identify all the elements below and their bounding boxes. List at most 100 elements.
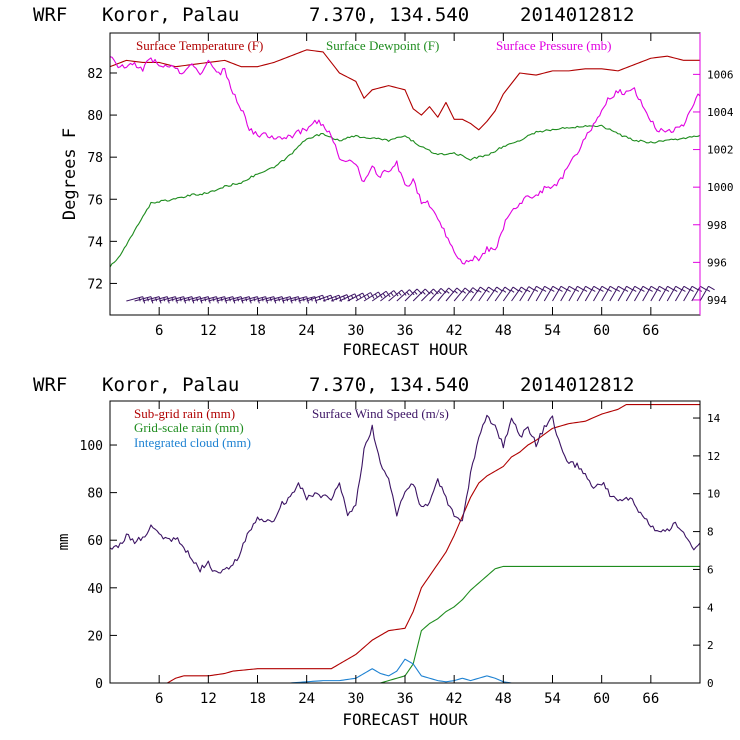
- x-tick-label: 36: [397, 691, 414, 707]
- wind-barb: [552, 285, 568, 302]
- y2-tick-label: 2: [707, 639, 714, 652]
- x-tick-label: 60: [593, 691, 610, 707]
- chart2-legend-wind: Surface Wind Speed (m/s): [312, 406, 449, 421]
- x-tick-label: 66: [642, 323, 659, 339]
- y-tick-label: 60: [87, 534, 103, 549]
- wind-barb: [584, 285, 601, 302]
- panel2-model: WRF: [33, 374, 67, 396]
- x-tick-label: 48: [495, 323, 512, 339]
- y2-tick-label: 996: [707, 256, 727, 269]
- wind-barb: [568, 285, 584, 302]
- x-tick-label: 6: [155, 323, 163, 339]
- x-tick-label: 18: [249, 691, 266, 707]
- wind-barb: [494, 286, 511, 302]
- y2-tick-label: 0: [707, 677, 714, 690]
- chart2-legend-cloud: Integrated cloud (mm): [134, 435, 251, 450]
- chart1-x-ticks: 6 12 18 24 30 36 42 48 54 60 66: [155, 33, 659, 339]
- wind-barb: [388, 289, 407, 302]
- wind-barb: [683, 285, 699, 302]
- series-line-grid-scale-rain: [110, 565, 700, 684]
- wind-barb: [478, 286, 495, 302]
- wind-barb: [601, 285, 617, 302]
- y-tick-label: 80: [87, 487, 103, 502]
- x-tick-label: 30: [347, 691, 364, 707]
- x-tick-label: 48: [495, 691, 512, 707]
- y2-tick-label: 994: [707, 294, 727, 307]
- wind-barb: [576, 285, 592, 302]
- chart2-ylabel: mm: [56, 534, 72, 551]
- chart1-legend-dew: Surface Dewpoint (F): [326, 38, 439, 53]
- panel2-run: 2014012812: [520, 374, 634, 396]
- y-tick-label: 76: [87, 193, 103, 208]
- y2-tick-label: 1002: [707, 144, 734, 157]
- panel1-location: Koror, Palau: [102, 4, 239, 26]
- x-tick-label: 30: [347, 323, 364, 339]
- panel2-coords: 7.370, 134.540: [309, 374, 469, 396]
- wind-barb: [625, 285, 642, 302]
- chart1-wind-barbs: [126, 285, 715, 304]
- x-tick-label: 42: [446, 323, 463, 339]
- panel2-location: Koror, Palau: [102, 374, 239, 396]
- series-line-surface-temperature: [109, 49, 700, 131]
- panel1-coords: 7.370, 134.540: [309, 4, 469, 26]
- wind-barb: [666, 285, 683, 302]
- chart2-x-ticks: 6 12 18 24 30 36 42 48 54 60 66: [155, 401, 659, 707]
- panel1-model: WRF: [33, 4, 67, 26]
- wind-barb: [593, 285, 609, 302]
- y2-tick-label: 4: [707, 601, 714, 614]
- wind-barb: [511, 286, 528, 302]
- y-tick-label: 82: [87, 67, 103, 82]
- x-tick-label: 66: [642, 691, 659, 707]
- x-tick-label: 12: [200, 691, 217, 707]
- x-tick-label: 42: [446, 691, 463, 707]
- y-tick-label: 0: [95, 677, 103, 692]
- x-tick-label: 24: [298, 323, 315, 339]
- chart1-legend-pres: Surface Pressure (mb): [496, 38, 612, 53]
- wind-barb: [609, 285, 625, 302]
- chart2-xlabel: FORECAST HOUR: [342, 710, 468, 729]
- wind-barb: [126, 296, 146, 304]
- wind-barb: [535, 285, 551, 302]
- chart1-y-ticks: 72 74 76 78 80 82: [87, 67, 117, 292]
- y2-tick-label: 1000: [707, 181, 734, 194]
- wind-barb: [527, 285, 543, 302]
- chart1-legend-temp: Surface Temperature (F): [136, 38, 263, 53]
- wind-barb: [486, 286, 503, 302]
- chart2-y2-ticks: 0 2 4 6 8 10 12 14: [693, 412, 721, 690]
- y-tick-label: 80: [87, 109, 103, 124]
- panel2-header: WRF Koror, Palau 7.370, 134.540 20140128…: [33, 374, 634, 396]
- wind-barb: [699, 285, 715, 302]
- wind-barb: [543, 285, 560, 302]
- y-tick-label: 72: [87, 277, 103, 292]
- chart1-xlabel: FORECAST HOUR: [342, 340, 468, 359]
- y2-tick-label: 998: [707, 219, 727, 232]
- y-tick-label: 100: [80, 439, 103, 454]
- wind-barb: [617, 285, 633, 302]
- wind-barb: [396, 289, 415, 302]
- y-tick-label: 78: [87, 151, 103, 166]
- series-line-surface-wind-speed: [109, 414, 701, 574]
- x-tick-label: 6: [155, 691, 163, 707]
- y-tick-label: 40: [87, 582, 103, 597]
- wind-barb: [658, 285, 674, 302]
- x-tick-label: 18: [249, 323, 266, 339]
- y-tick-label: 74: [87, 235, 103, 250]
- wind-barb: [674, 285, 691, 302]
- wind-barb: [470, 286, 487, 302]
- chart1-plot-frame: [109, 32, 701, 316]
- x-tick-label: 54: [544, 323, 561, 339]
- wind-barb: [642, 285, 658, 302]
- wind-barb: [421, 288, 439, 302]
- chart2-y-ticks: 0 20 40 60 80 100: [80, 439, 117, 692]
- wind-barb: [560, 285, 576, 302]
- series-line-surface-pressure: [109, 56, 701, 265]
- y-tick-label: 20: [87, 629, 103, 644]
- chart1-curves: [109, 49, 701, 268]
- wind-barb: [519, 286, 535, 302]
- x-tick-label: 54: [544, 691, 561, 707]
- wind-barb: [461, 287, 479, 302]
- x-tick-label: 36: [397, 323, 414, 339]
